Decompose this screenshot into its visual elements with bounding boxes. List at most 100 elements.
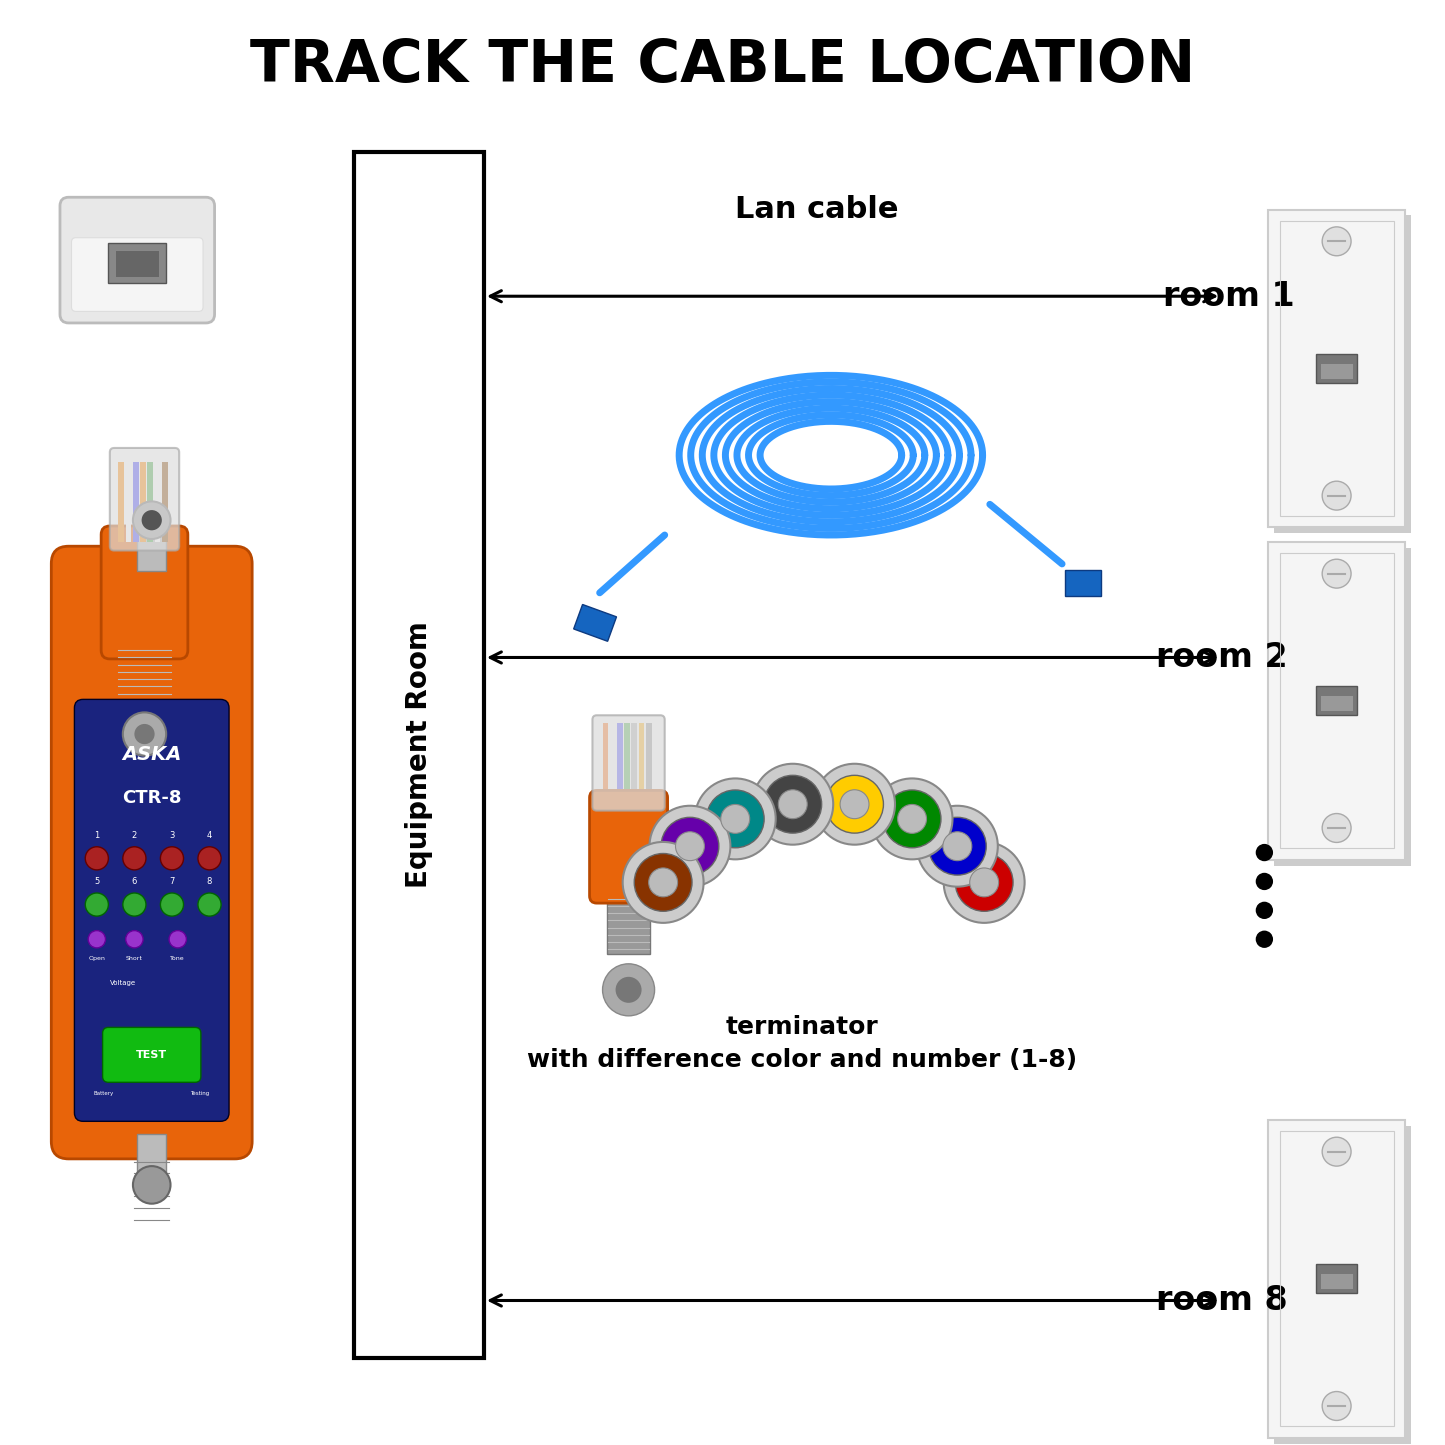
- Circle shape: [840, 790, 868, 819]
- Bar: [1321, 1274, 1353, 1289]
- Text: 3: 3: [169, 831, 175, 840]
- Bar: [118, 462, 124, 542]
- Bar: [1280, 221, 1393, 516]
- Circle shape: [970, 868, 998, 897]
- Circle shape: [123, 712, 166, 756]
- FancyBboxPatch shape: [51, 546, 251, 1159]
- Text: 6: 6: [131, 877, 137, 886]
- FancyBboxPatch shape: [592, 715, 665, 811]
- Circle shape: [88, 931, 105, 948]
- Bar: [137, 520, 166, 571]
- Circle shape: [955, 854, 1013, 912]
- Circle shape: [649, 806, 730, 887]
- Circle shape: [160, 847, 184, 870]
- Circle shape: [134, 724, 155, 744]
- Circle shape: [85, 893, 108, 916]
- Circle shape: [753, 764, 834, 845]
- Circle shape: [1322, 1137, 1351, 1166]
- Circle shape: [1256, 844, 1273, 861]
- Bar: [162, 462, 168, 542]
- Circle shape: [198, 847, 221, 870]
- Bar: [1274, 548, 1410, 866]
- Text: 7: 7: [169, 877, 175, 886]
- Text: Tone: Tone: [171, 955, 185, 961]
- FancyBboxPatch shape: [71, 237, 202, 312]
- FancyBboxPatch shape: [101, 526, 188, 659]
- Text: Lan cable: Lan cable: [734, 195, 899, 224]
- Circle shape: [814, 764, 894, 845]
- Text: Testing: Testing: [189, 1091, 210, 1097]
- Circle shape: [634, 854, 692, 912]
- Bar: [653, 722, 659, 802]
- Bar: [1321, 696, 1353, 711]
- Circle shape: [1322, 559, 1351, 588]
- Bar: [1316, 354, 1357, 383]
- Bar: [126, 462, 131, 542]
- Text: 4: 4: [207, 831, 212, 840]
- Circle shape: [623, 842, 704, 923]
- Text: terminator
with difference color and number (1-8): terminator with difference color and num…: [527, 1014, 1077, 1072]
- Bar: [133, 462, 139, 542]
- Circle shape: [1322, 481, 1351, 510]
- Bar: [108, 243, 166, 283]
- Text: room 8: room 8: [1156, 1285, 1287, 1316]
- Circle shape: [123, 847, 146, 870]
- Text: Equipment Room: Equipment Room: [405, 621, 433, 889]
- Circle shape: [123, 893, 146, 916]
- Text: Short: Short: [126, 955, 143, 961]
- Bar: [140, 462, 146, 542]
- Bar: [1280, 553, 1393, 848]
- Bar: [147, 462, 153, 542]
- Bar: [639, 722, 644, 802]
- Circle shape: [675, 832, 704, 861]
- Bar: [155, 462, 160, 542]
- Circle shape: [85, 847, 108, 870]
- Text: room 2: room 2: [1156, 642, 1287, 673]
- Bar: [75, 214, 214, 322]
- Circle shape: [142, 510, 162, 530]
- Circle shape: [198, 893, 221, 916]
- Bar: [1269, 542, 1405, 860]
- Bar: [118, 643, 171, 701]
- Circle shape: [779, 790, 808, 819]
- FancyBboxPatch shape: [590, 790, 668, 903]
- Bar: [646, 722, 652, 802]
- Bar: [1065, 569, 1101, 595]
- Text: TEST: TEST: [136, 1051, 168, 1059]
- Circle shape: [126, 931, 143, 948]
- Circle shape: [944, 832, 972, 861]
- Bar: [1280, 1131, 1393, 1426]
- Circle shape: [660, 818, 718, 876]
- FancyBboxPatch shape: [74, 699, 228, 1121]
- Bar: [1321, 364, 1353, 379]
- Circle shape: [707, 790, 764, 848]
- Bar: [137, 1134, 166, 1185]
- Bar: [1269, 210, 1405, 527]
- Text: TRACK THE CABLE LOCATION: TRACK THE CABLE LOCATION: [250, 36, 1195, 94]
- Bar: [354, 152, 484, 1358]
- Circle shape: [1256, 873, 1273, 890]
- Circle shape: [1322, 1392, 1351, 1420]
- Circle shape: [929, 818, 987, 876]
- Circle shape: [944, 842, 1025, 923]
- Circle shape: [1322, 227, 1351, 256]
- Circle shape: [160, 893, 184, 916]
- FancyBboxPatch shape: [103, 1027, 201, 1082]
- Bar: [610, 722, 616, 802]
- Bar: [624, 722, 630, 802]
- Circle shape: [721, 805, 750, 834]
- Bar: [603, 722, 608, 802]
- Bar: [1274, 1126, 1410, 1444]
- Bar: [1316, 686, 1357, 715]
- Circle shape: [1256, 902, 1273, 919]
- Text: 8: 8: [207, 877, 212, 886]
- Bar: [631, 722, 637, 802]
- Circle shape: [1256, 931, 1273, 948]
- Circle shape: [897, 805, 926, 834]
- Bar: [1274, 215, 1410, 533]
- FancyBboxPatch shape: [61, 198, 214, 324]
- Circle shape: [825, 776, 883, 834]
- Text: room 1: room 1: [1163, 280, 1295, 312]
- Circle shape: [764, 776, 822, 834]
- Text: Open: Open: [88, 955, 105, 961]
